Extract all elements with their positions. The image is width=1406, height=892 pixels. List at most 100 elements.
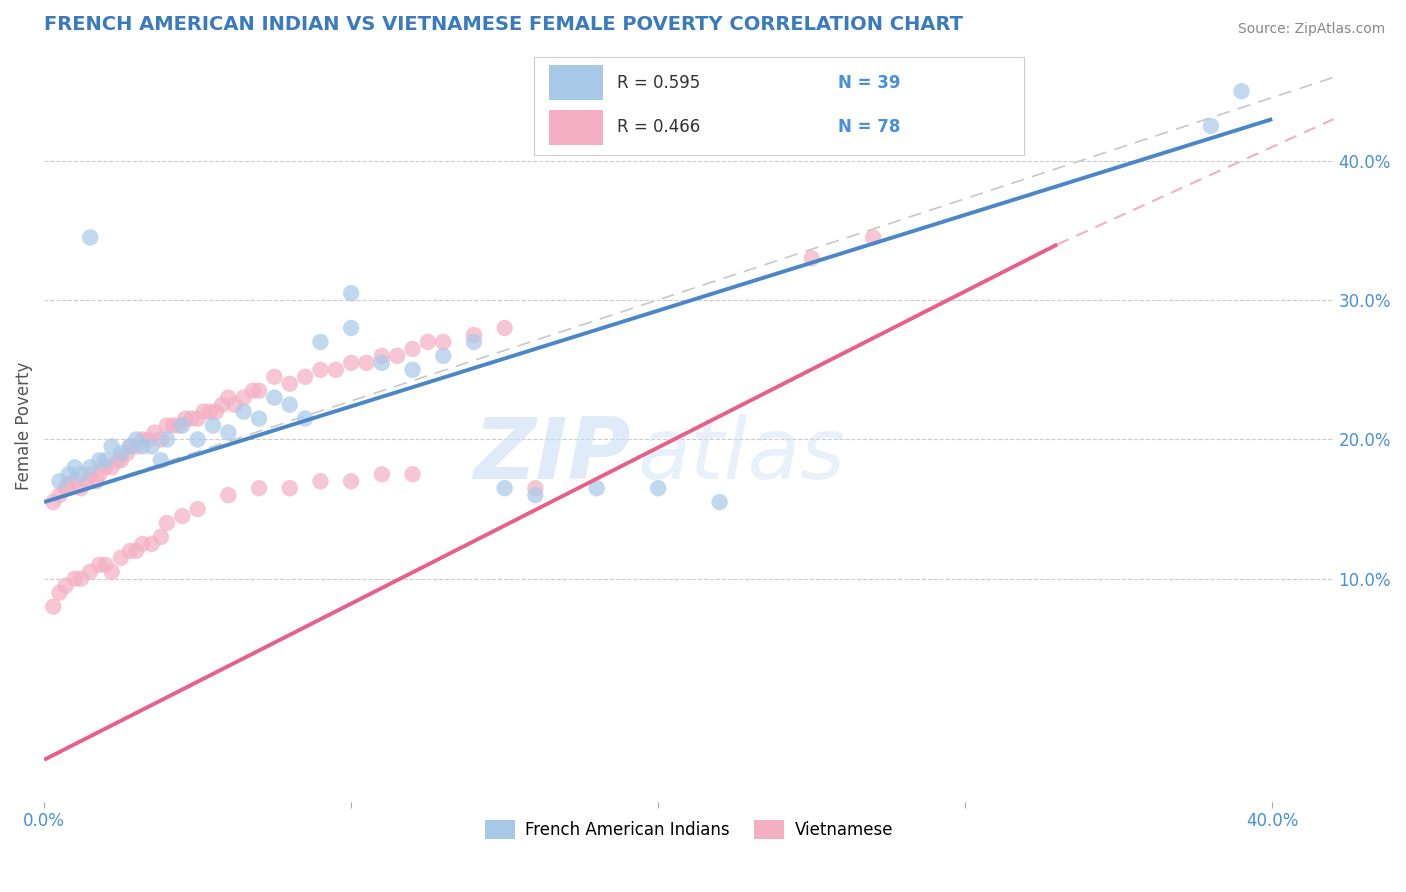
Point [76, 474, 98, 488]
Point [371, 349, 394, 363]
Point [42, 495, 65, 509]
Point [42, 599, 65, 614]
Point [524, 481, 547, 495]
Point [247, 411, 270, 425]
Point [463, 334, 485, 349]
Point [172, 418, 194, 433]
Point [494, 481, 516, 495]
Legend: French American Indians, Vietnamese: French American Indians, Vietnamese [478, 814, 900, 846]
Point [79, 460, 101, 475]
Point [432, 334, 454, 349]
Point [58, 477, 80, 491]
Point [309, 334, 332, 349]
Point [340, 356, 363, 370]
Point [217, 425, 239, 440]
Point [401, 342, 423, 356]
Point [205, 404, 228, 418]
Point [401, 467, 423, 482]
Point [156, 418, 179, 433]
Point [94, 453, 117, 467]
Point [647, 481, 669, 495]
Point [48, 474, 70, 488]
Point [55, 579, 77, 593]
Point [149, 433, 172, 447]
Point [100, 439, 122, 453]
Point [340, 286, 363, 301]
Point [58, 467, 80, 482]
Point [70, 481, 93, 495]
Point [110, 453, 132, 467]
Point [524, 488, 547, 502]
Point [174, 411, 197, 425]
Point [100, 460, 122, 475]
Point [800, 252, 823, 266]
Point [79, 565, 101, 579]
Point [125, 544, 148, 558]
Point [371, 467, 394, 482]
Point [120, 439, 142, 453]
Text: atlas: atlas [637, 414, 845, 497]
Point [141, 439, 163, 453]
Point [141, 537, 163, 551]
Point [232, 391, 254, 405]
Point [48, 585, 70, 599]
Point [1199, 119, 1222, 133]
Point [242, 384, 264, 398]
Point [187, 502, 209, 516]
Point [278, 376, 301, 391]
Point [217, 488, 239, 502]
Point [309, 474, 332, 488]
Point [356, 356, 378, 370]
Point [138, 433, 160, 447]
Text: FRENCH AMERICAN INDIAN VS VIETNAMESE FEMALE POVERTY CORRELATION CHART: FRENCH AMERICAN INDIAN VS VIETNAMESE FEM… [44, 15, 963, 34]
Point [416, 334, 439, 349]
Point [167, 418, 190, 433]
Point [149, 453, 172, 467]
Point [89, 467, 111, 482]
Point [94, 558, 117, 572]
Point [79, 230, 101, 244]
Point [162, 418, 184, 433]
Point [325, 363, 347, 377]
Point [193, 404, 215, 418]
Point [156, 516, 179, 530]
Y-axis label: Female Poverty: Female Poverty [15, 361, 32, 490]
Point [120, 439, 142, 453]
Point [401, 363, 423, 377]
Point [263, 369, 285, 384]
Point [309, 363, 332, 377]
Point [294, 411, 316, 425]
Text: ZIP: ZIP [474, 414, 631, 497]
Point [110, 446, 132, 460]
Point [63, 572, 86, 586]
Point [187, 411, 209, 425]
Point [862, 230, 884, 244]
Point [172, 509, 194, 524]
Point [263, 391, 285, 405]
Point [340, 474, 363, 488]
Point [131, 537, 153, 551]
Point [247, 384, 270, 398]
Point [494, 321, 516, 335]
Point [247, 481, 270, 495]
Point [278, 398, 301, 412]
Point [217, 391, 239, 405]
Point [120, 544, 142, 558]
Point [201, 418, 224, 433]
Point [149, 530, 172, 544]
Point [125, 439, 148, 453]
Point [94, 460, 117, 475]
Point [432, 349, 454, 363]
Point [180, 411, 202, 425]
Point [48, 488, 70, 502]
Point [232, 404, 254, 418]
Point [63, 460, 86, 475]
Point [89, 558, 111, 572]
Point [1230, 84, 1253, 98]
Point [70, 572, 93, 586]
Point [278, 481, 301, 495]
Point [463, 328, 485, 343]
Point [187, 433, 209, 447]
Point [131, 433, 153, 447]
Point [709, 495, 731, 509]
